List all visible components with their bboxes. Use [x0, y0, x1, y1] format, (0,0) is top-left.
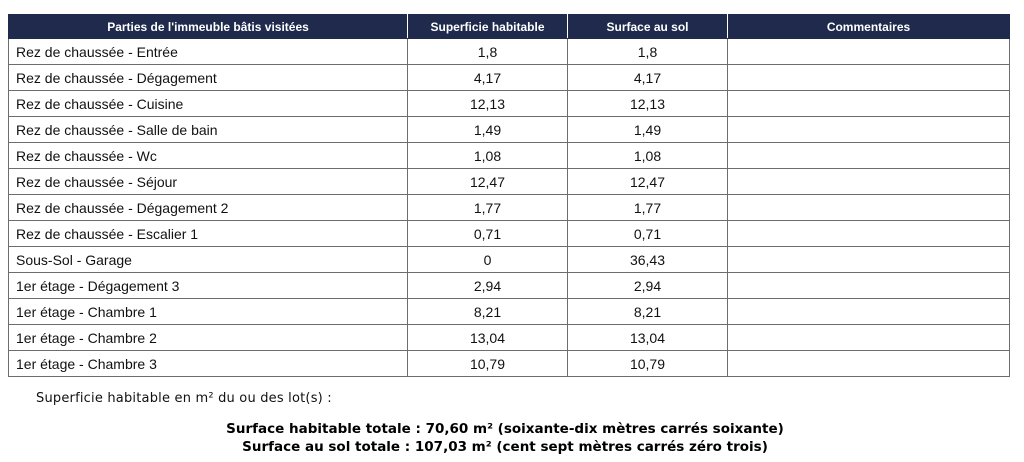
- cell-piece: Rez de chaussée - Séjour: [8, 168, 408, 195]
- cell-superficie-habitable: 12,47: [407, 168, 568, 195]
- cell-piece: 1er étage - Chambre 2: [8, 324, 408, 351]
- cell-surface-sol: 2,94: [567, 272, 728, 299]
- cell-surface-sol: 10,79: [567, 350, 728, 377]
- cell-piece: Rez de chaussée - Salle de bain: [8, 116, 408, 143]
- cell-surface-sol: 12,47: [567, 168, 728, 195]
- table-row: 1er étage - Chambre 1 8,21 8,21: [8, 298, 1010, 325]
- cell-superficie-habitable: 2,94: [407, 272, 568, 299]
- cell-commentaire: [727, 116, 1010, 143]
- surface-table: Parties de l'immeuble bâtis visitées Sup…: [8, 14, 1010, 377]
- total-habitable: Surface habitable totale : 70,60 m² (soi…: [226, 421, 784, 437]
- cell-commentaire: [727, 168, 1010, 195]
- cell-superficie-habitable: 1,77: [407, 194, 568, 221]
- cell-commentaire: [727, 272, 1010, 299]
- header-row: Parties de l'immeuble bâtis visitées Sup…: [8, 14, 1010, 39]
- cell-commentaire: [727, 298, 1010, 325]
- cell-superficie-habitable: 1,8: [407, 38, 568, 65]
- header-parties: Parties de l'immeuble bâtis visitées: [8, 14, 408, 39]
- cell-piece: Rez de chaussée - Entrée: [8, 38, 408, 65]
- cell-superficie-habitable: 1,49: [407, 116, 568, 143]
- table-body: Rez de chaussée - Entrée 1,8 1,8 Rez de cha…: [8, 38, 1010, 377]
- cell-commentaire: [727, 38, 1010, 65]
- totals-block: Surface habitable totale : 70,60 m² (soi…: [0, 420, 1010, 456]
- cell-piece: Rez de chaussée - Wc: [8, 142, 408, 169]
- cell-piece: Sous-Sol - Garage: [8, 246, 408, 273]
- cell-surface-sol: 12,13: [567, 90, 728, 117]
- cell-commentaire: [727, 350, 1010, 377]
- cell-surface-sol: 4,17: [567, 64, 728, 91]
- header-superficie-habitable: Superficie habitable: [407, 14, 568, 39]
- cell-commentaire: [727, 142, 1010, 169]
- table-row: Rez de chaussée - Dégagement 2 1,77 1,77: [8, 194, 1010, 221]
- cell-surface-sol: 0,71: [567, 220, 728, 247]
- cell-commentaire: [727, 246, 1010, 273]
- cell-surface-sol: 8,21: [567, 298, 728, 325]
- table-row: 1er étage - Chambre 2 13,04 13,04: [8, 324, 1010, 351]
- cell-piece: Rez de chaussée - Cuisine: [8, 90, 408, 117]
- cell-superficie-habitable: 4,17: [407, 64, 568, 91]
- cell-piece: Rez de chaussée - Escalier 1: [8, 220, 408, 247]
- table-row: Rez de chaussée - Salle de bain 1,49 1,49: [8, 116, 1010, 143]
- cell-surface-sol: 1,49: [567, 116, 728, 143]
- cell-superficie-habitable: 0,71: [407, 220, 568, 247]
- cell-commentaire: [727, 194, 1010, 221]
- table-row: Rez de chaussée - Séjour 12,47 12,47: [8, 168, 1010, 195]
- table-row: Rez de chaussée - Dégagement 4,17 4,17: [8, 64, 1010, 91]
- table-row: Rez de chaussée - Escalier 1 0,71 0,71: [8, 220, 1010, 247]
- cell-surface-sol: 13,04: [567, 324, 728, 351]
- cell-piece: 1er étage - Dégagement 3: [8, 272, 408, 299]
- cell-superficie-habitable: 8,21: [407, 298, 568, 325]
- header-surface-sol: Surface au sol: [567, 14, 728, 39]
- cell-superficie-habitable: 13,04: [407, 324, 568, 351]
- cell-surface-sol: 1,8: [567, 38, 728, 65]
- table-row: Rez de chaussée - Cuisine 12,13 12,13: [8, 90, 1010, 117]
- cell-piece: Rez de chaussée - Dégagement: [8, 64, 408, 91]
- table-row: Sous-Sol - Garage 0 36,43: [8, 246, 1010, 273]
- cell-commentaire: [727, 90, 1010, 117]
- header-commentaires: Commentaires: [727, 14, 1010, 39]
- table-row: 1er étage - Chambre 3 10,79 10,79: [8, 350, 1010, 377]
- cell-piece: 1er étage - Chambre 3: [8, 350, 408, 377]
- cell-superficie-habitable: 0: [407, 246, 568, 273]
- cell-piece: 1er étage - Chambre 1: [8, 298, 408, 325]
- table-header: Parties de l'immeuble bâtis visitées Sup…: [8, 14, 1010, 39]
- table-row: Rez de chaussée - Wc 1,08 1,08: [8, 142, 1010, 169]
- cell-superficie-habitable: 12,13: [407, 90, 568, 117]
- cell-commentaire: [727, 220, 1010, 247]
- cell-commentaire: [727, 64, 1010, 91]
- table-row: Rez de chaussée - Entrée 1,8 1,8: [8, 38, 1010, 65]
- cell-piece: Rez de chaussée - Dégagement 2: [8, 194, 408, 221]
- cell-surface-sol: 36,43: [567, 246, 728, 273]
- cell-superficie-habitable: 1,08: [407, 142, 568, 169]
- cell-superficie-habitable: 10,79: [407, 350, 568, 377]
- cell-commentaire: [727, 324, 1010, 351]
- total-sol: Surface au sol totale : 107,03 m² (cent …: [242, 439, 768, 455]
- table-row: 1er étage - Dégagement 3 2,94 2,94: [8, 272, 1010, 299]
- cell-surface-sol: 1,08: [567, 142, 728, 169]
- cell-surface-sol: 1,77: [567, 194, 728, 221]
- summary-intro: Superficie habitable en m² du ou des lot…: [36, 391, 332, 406]
